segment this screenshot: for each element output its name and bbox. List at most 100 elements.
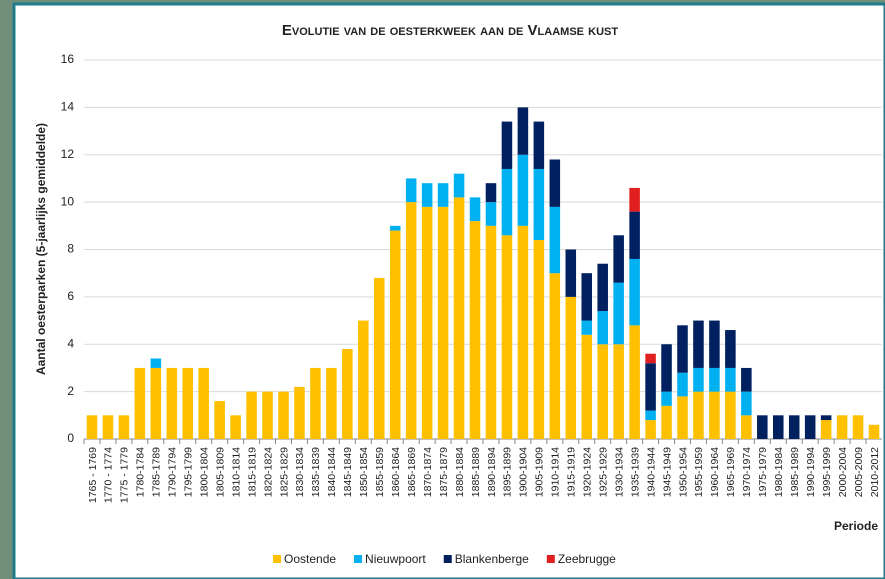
bar-segment xyxy=(597,344,608,439)
legend-swatch xyxy=(443,555,452,563)
x-tick-label: 1940-1944 xyxy=(645,447,657,497)
bar-segment xyxy=(166,367,178,439)
x-tick-label: 1805-1809 xyxy=(214,447,226,497)
x-tick-label: 1975-1979 xyxy=(757,447,769,497)
x-tick-label: 1965-1969 xyxy=(725,447,737,497)
bar-segment xyxy=(533,121,545,169)
bar-segment xyxy=(693,391,704,439)
bar-segment xyxy=(597,311,608,345)
bar-segment xyxy=(788,415,800,439)
bar-segment xyxy=(709,391,720,439)
bar-segment xyxy=(517,107,529,155)
bar-segment xyxy=(453,197,465,439)
x-tick-label: 1770 - 1774 xyxy=(103,447,115,503)
bar-segment xyxy=(198,367,209,439)
x-tick-label: 1850-1854 xyxy=(358,447,370,497)
bar-segment xyxy=(134,367,146,439)
x-tick-label: 1795-1799 xyxy=(183,447,195,497)
bar-segment xyxy=(533,168,545,241)
x-tick-label: 1885-1889 xyxy=(470,447,482,497)
chart-title: Evolutie van de oesterkweek aan de Vlaam… xyxy=(282,22,618,39)
bar-segment xyxy=(836,415,848,439)
bar-segment xyxy=(772,415,784,439)
bar-segment xyxy=(645,363,656,411)
y-axis-label: Aantal oesterparken (5-jaarlijks gemidde… xyxy=(34,123,48,375)
x-tick-label: 1825-1829 xyxy=(278,447,290,497)
x-tick-label: 1860-1864 xyxy=(390,447,402,497)
bar-segment xyxy=(645,410,656,421)
bar-segment xyxy=(485,225,497,439)
bar-segment xyxy=(693,320,704,368)
bar-segment xyxy=(501,121,513,169)
x-tick-label: 1810-1814 xyxy=(230,447,242,497)
bar-segment xyxy=(741,415,752,439)
bar-segment xyxy=(501,235,513,439)
bar-segment xyxy=(389,230,401,439)
bar-segment xyxy=(517,225,529,439)
x-tick-label: 1780-1784 xyxy=(135,447,147,497)
bar-segment xyxy=(549,159,561,207)
bar-segment xyxy=(661,405,672,439)
bar-segment xyxy=(373,277,385,439)
bar-segment xyxy=(469,197,481,222)
bar-segment xyxy=(757,415,768,439)
bar-segment xyxy=(868,424,880,439)
bar-segment xyxy=(278,391,289,439)
bar-segment xyxy=(661,344,672,392)
bar-segment xyxy=(597,263,608,312)
bar-segment xyxy=(437,206,449,439)
bar-segment xyxy=(86,415,98,439)
bar-segment xyxy=(677,325,688,373)
x-tick-label: 1765 - 1769 xyxy=(87,447,99,503)
bar-segment xyxy=(469,221,481,439)
bar-segment xyxy=(820,415,832,421)
x-tick-label: 1865-1869 xyxy=(406,447,418,497)
bar-segment xyxy=(102,415,114,439)
x-tick-label: 1905-1909 xyxy=(534,447,546,497)
bar-segment xyxy=(150,367,162,439)
x-axis-label: Periode xyxy=(834,519,878,533)
bar-segment xyxy=(549,273,561,439)
bar-segment xyxy=(262,391,273,439)
bar-segment xyxy=(741,391,752,416)
x-tick-label: 1955-1959 xyxy=(693,447,705,497)
bar-segment xyxy=(421,206,433,439)
x-tick-label: 1890-1894 xyxy=(486,447,498,497)
x-tick-label: 1855-1859 xyxy=(374,447,386,497)
y-tick-label: 8 xyxy=(67,242,74,256)
bar-segment xyxy=(581,334,593,439)
bar-segment xyxy=(421,183,433,207)
x-tick-label: 1925-1929 xyxy=(597,447,609,497)
bar-segment xyxy=(581,273,593,321)
x-tick-label: 1830-1834 xyxy=(294,447,306,497)
bar-segment xyxy=(629,325,640,439)
bar-segment xyxy=(150,358,162,368)
bar-segment xyxy=(230,415,241,439)
bar-segment xyxy=(725,367,736,392)
x-tick-label: 1990-1994 xyxy=(805,447,817,497)
bar-segment xyxy=(517,154,529,226)
x-tick-label: 1995-1999 xyxy=(821,447,833,497)
bar-segment xyxy=(629,211,640,259)
bar-segment xyxy=(118,415,130,439)
bar-segment xyxy=(437,183,449,207)
bar-segment xyxy=(741,367,752,392)
x-tick-label: 1775 - 1779 xyxy=(119,447,131,503)
bar-segment xyxy=(405,202,417,439)
legend-swatch xyxy=(273,555,281,563)
bar-segment xyxy=(677,396,688,439)
x-tick-label: 1920-1924 xyxy=(582,447,594,497)
bar-segment xyxy=(820,420,832,439)
x-tick-label: 1785-1789 xyxy=(151,447,163,497)
bar-segment xyxy=(629,258,640,326)
x-tick-label: 1840-1844 xyxy=(326,447,338,497)
legend-swatch xyxy=(354,555,363,563)
x-tick-label: 1980-1984 xyxy=(773,447,785,497)
bar-segment xyxy=(629,187,640,212)
bar-segment xyxy=(342,348,353,439)
bar-segment xyxy=(501,168,513,236)
bar-segment xyxy=(804,415,816,439)
x-tick-label: 1820-1824 xyxy=(262,447,274,497)
y-tick-label: 0 xyxy=(67,431,74,445)
